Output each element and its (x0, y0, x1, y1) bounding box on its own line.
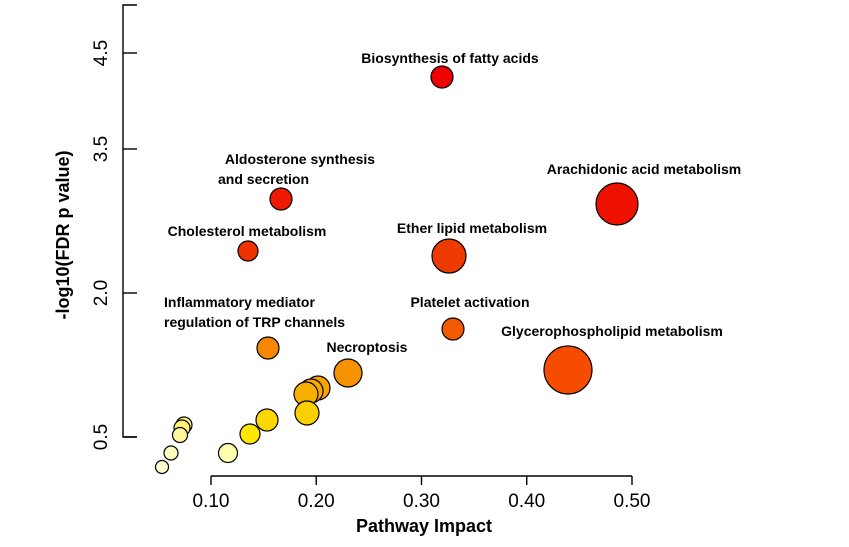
data-point (255, 408, 279, 432)
point-label: Biosynthesis of fatty acids (361, 50, 539, 66)
data-points (154, 65, 639, 475)
data-point (595, 182, 639, 226)
x-axis-title: Pathway Impact (356, 516, 492, 536)
point-label: Ether lipid metabolism (397, 220, 547, 236)
ticks: 0.10 0.20 0.30 0.40 0.50 0.5 2.0 3.5 4.5 (91, 40, 650, 512)
point-label: Platelet activation (410, 294, 529, 310)
data-point (217, 442, 239, 464)
axes (122, 4, 632, 477)
point-label: Inflammatory mediator regulation of TRP c… (164, 294, 345, 330)
point-label: Arachidonic acid metabolism (547, 161, 742, 177)
point-label: Cholesterol metabolism (168, 223, 327, 239)
data-point (430, 65, 454, 89)
data-point (431, 238, 467, 274)
x-tick-label: 0.20 (298, 491, 335, 512)
data-point (239, 423, 261, 445)
data-point (543, 345, 593, 395)
data-point (256, 336, 280, 360)
data-point (294, 400, 320, 426)
point-label: Necroptosis (327, 339, 408, 355)
y-tick-label: 0.5 (91, 424, 112, 450)
x-tick-label: 0.40 (508, 491, 545, 512)
y-axis-title: -log10(FDR p value) (53, 150, 73, 319)
point-labels: Biosynthesis of fatty acids Arachidonic a… (164, 50, 741, 355)
data-point (163, 445, 179, 461)
y-axis-line (122, 4, 137, 438)
point-label: Aldosterone synthesis and secretion (218, 151, 375, 187)
y-tick-label: 3.5 (91, 136, 112, 162)
data-point (333, 358, 363, 388)
x-tick-label: 0.50 (614, 491, 651, 512)
x-tick-label: 0.10 (193, 491, 230, 512)
x-tick-label: 0.30 (403, 491, 440, 512)
data-point (441, 317, 465, 341)
data-point (171, 426, 189, 444)
data-point (237, 240, 259, 262)
y-tick-label: 4.5 (91, 40, 112, 66)
point-label: Glycerophospholipid metabolism (501, 323, 723, 339)
y-tick-label: 2.0 (91, 280, 112, 306)
data-point (269, 187, 293, 211)
data-point (154, 459, 170, 475)
